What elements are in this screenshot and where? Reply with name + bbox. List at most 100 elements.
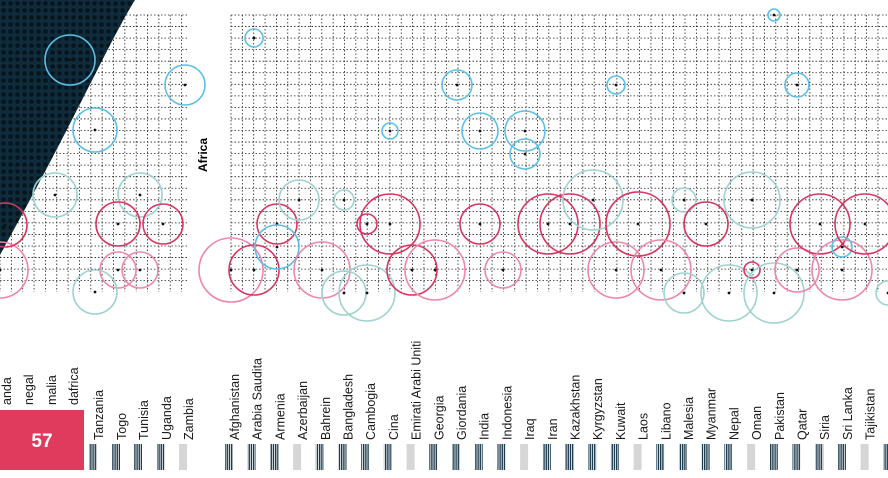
country-label: Tunisia bbox=[137, 400, 151, 440]
indicator-bar bbox=[338, 444, 347, 470]
country-label: Iran bbox=[546, 418, 560, 440]
bubble-center bbox=[523, 152, 527, 156]
bubble bbox=[587, 241, 645, 299]
bubble-center bbox=[818, 222, 822, 226]
bubble bbox=[663, 272, 705, 314]
indicator-bar bbox=[769, 444, 778, 470]
bubble bbox=[32, 172, 78, 218]
bubble bbox=[0, 241, 29, 299]
bubble-center bbox=[750, 268, 754, 272]
bubble-center bbox=[116, 222, 120, 226]
country-label: Libano bbox=[659, 402, 673, 440]
bubble-center bbox=[840, 268, 844, 272]
bubble bbox=[630, 239, 692, 301]
bubble bbox=[459, 203, 501, 245]
bubble-center bbox=[591, 198, 595, 202]
bubble-center bbox=[772, 13, 776, 17]
indicator-bar bbox=[293, 444, 302, 470]
indicator-bar bbox=[610, 444, 619, 470]
bubble-center bbox=[478, 129, 482, 133]
indicator-bar bbox=[474, 444, 483, 470]
indicator-bar bbox=[633, 444, 642, 470]
country-label: negal bbox=[22, 374, 36, 405]
bubble bbox=[875, 280, 888, 306]
bubble-center bbox=[93, 128, 97, 132]
indicator-bar bbox=[361, 444, 370, 470]
bubble bbox=[671, 187, 697, 213]
bubble bbox=[723, 171, 781, 229]
bubble bbox=[44, 34, 96, 86]
bubble-center bbox=[772, 291, 776, 295]
grid bbox=[0, 14, 888, 292]
bubble-center bbox=[636, 222, 640, 226]
country-label: Kyrgyzstan bbox=[591, 378, 605, 440]
indicator-bar bbox=[452, 444, 460, 470]
country-label: Malesia bbox=[682, 397, 696, 440]
bubble bbox=[509, 138, 541, 170]
bubble bbox=[811, 239, 873, 301]
country-label: Kuwait bbox=[614, 402, 628, 440]
indicator-bar bbox=[520, 444, 529, 470]
bubble bbox=[254, 224, 300, 270]
indicator-bar bbox=[792, 444, 801, 470]
bubble-center bbox=[455, 83, 459, 87]
bubble-center bbox=[3, 223, 7, 227]
country-label: Nepal bbox=[727, 407, 741, 440]
indicator-bar bbox=[837, 444, 846, 470]
bubble-center bbox=[433, 268, 437, 272]
bubble bbox=[338, 264, 396, 322]
bubble bbox=[784, 72, 810, 98]
indicator-bar bbox=[157, 444, 165, 470]
bubble-center bbox=[365, 291, 369, 295]
bubble-center bbox=[840, 245, 844, 249]
bubble-center bbox=[704, 222, 708, 226]
indicator-bar bbox=[247, 444, 256, 470]
bubble bbox=[72, 107, 118, 153]
bubble bbox=[142, 203, 184, 245]
bubble-center bbox=[297, 198, 301, 202]
indicator-bar bbox=[383, 444, 392, 470]
bubble bbox=[683, 201, 729, 247]
bubble-center bbox=[659, 268, 663, 272]
bubble-center bbox=[68, 58, 72, 62]
bubble-center bbox=[682, 291, 686, 295]
country-label: Laos bbox=[637, 413, 651, 440]
bubble bbox=[700, 264, 758, 322]
bubble-center bbox=[388, 129, 392, 133]
bubble bbox=[743, 262, 805, 324]
indicator-bar bbox=[815, 444, 824, 470]
bubble-center bbox=[795, 268, 799, 272]
country-label: Tanzania bbox=[92, 390, 106, 440]
country-label: Qatar bbox=[796, 409, 810, 440]
decorative-wedge bbox=[0, 0, 135, 255]
bubble bbox=[228, 244, 280, 296]
indicator-bar bbox=[497, 444, 506, 470]
bubble-center bbox=[183, 83, 187, 87]
bubble bbox=[333, 189, 355, 211]
bubble bbox=[72, 269, 118, 315]
section-label: Africa bbox=[196, 138, 210, 172]
bubble-center bbox=[275, 245, 279, 249]
indicator-bar bbox=[89, 444, 97, 470]
indicator-bar bbox=[315, 444, 324, 470]
indicator-bar bbox=[406, 444, 415, 470]
country-label: Togo bbox=[115, 413, 129, 440]
bubble-center bbox=[546, 222, 550, 226]
country-label: Georgia bbox=[432, 395, 446, 440]
bubble-center bbox=[682, 198, 686, 202]
indicator-bar bbox=[225, 444, 233, 470]
country-label: Giordania bbox=[455, 386, 469, 440]
country-label: Myanmar bbox=[705, 388, 719, 440]
country-label: Iraq bbox=[523, 418, 537, 440]
country-label: Kazakhstan bbox=[569, 375, 583, 440]
country-label: Sri Lanka bbox=[841, 387, 855, 440]
bubble-center bbox=[568, 222, 572, 226]
bubble-center bbox=[252, 268, 256, 272]
country-label: Arabia Saudita bbox=[251, 358, 265, 440]
indicator-bar bbox=[701, 444, 710, 470]
indicator-bar bbox=[860, 444, 869, 470]
bubble bbox=[562, 169, 624, 231]
bubble-center bbox=[410, 268, 414, 272]
